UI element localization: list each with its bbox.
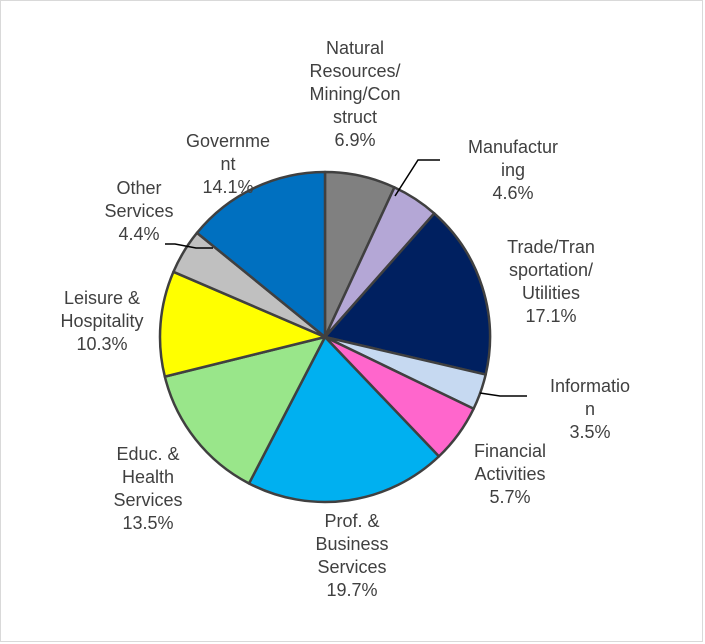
slice-label: Trade/Tran sportation/ Utilities 17.1% <box>481 236 621 328</box>
slice-label: Informatio n 3.5% <box>520 375 660 444</box>
slice-label: Educ. & Health Services 13.5% <box>78 443 218 535</box>
slice-label: Prof. & Business Services 19.7% <box>282 510 422 602</box>
slice-label: Natural Resources/ Mining/Con struct 6.9% <box>285 37 425 152</box>
leader-line <box>479 392 527 397</box>
slice-percent: 14.1% <box>202 177 254 197</box>
pie-slice <box>323 212 492 376</box>
pie-slice <box>247 335 441 504</box>
slice-percent: 13.5% <box>122 513 174 533</box>
slice-name: Natural Resources/ Mining/Con struct <box>309 38 401 127</box>
slice-percent: 10.3% <box>76 334 128 354</box>
slice-name: Governme nt <box>185 131 271 174</box>
slice-label: Financial Activities 5.7% <box>440 440 580 509</box>
slice-name: Manufactur ing <box>467 137 559 180</box>
leader-line <box>165 243 213 249</box>
slice-name: Trade/Tran sportation/ Utilities <box>507 237 595 303</box>
slice-label: Governme nt 14.1% <box>158 130 298 199</box>
slice-label: Manufactur ing 4.6% <box>443 136 583 205</box>
pie-slice <box>163 335 327 485</box>
slice-percent: 4.4% <box>118 224 160 244</box>
slice-percent: 6.9% <box>334 130 376 150</box>
slice-percent: 3.5% <box>569 422 611 442</box>
slice-percent: 5.7% <box>489 487 531 507</box>
leader-line <box>394 159 440 197</box>
slice-label: Leisure & Hospitality 10.3% <box>32 287 172 356</box>
slice-name: Informatio n <box>549 376 631 419</box>
slice-name: Other Services <box>104 178 174 221</box>
slice-name: Financial Activities <box>473 441 547 484</box>
slice-name: Educ. & Health Services <box>113 444 183 510</box>
pie-slice <box>195 170 327 339</box>
slice-label: Other Services 4.4% <box>69 177 209 246</box>
slice-name: Prof. & Business Services <box>315 511 389 577</box>
slice-percent: 19.7% <box>326 580 378 600</box>
slice-percent: 17.1% <box>525 306 577 326</box>
slice-name: Leisure & Hospitality <box>60 288 144 331</box>
slice-percent: 4.6% <box>492 183 534 203</box>
pie-slice <box>158 270 327 378</box>
